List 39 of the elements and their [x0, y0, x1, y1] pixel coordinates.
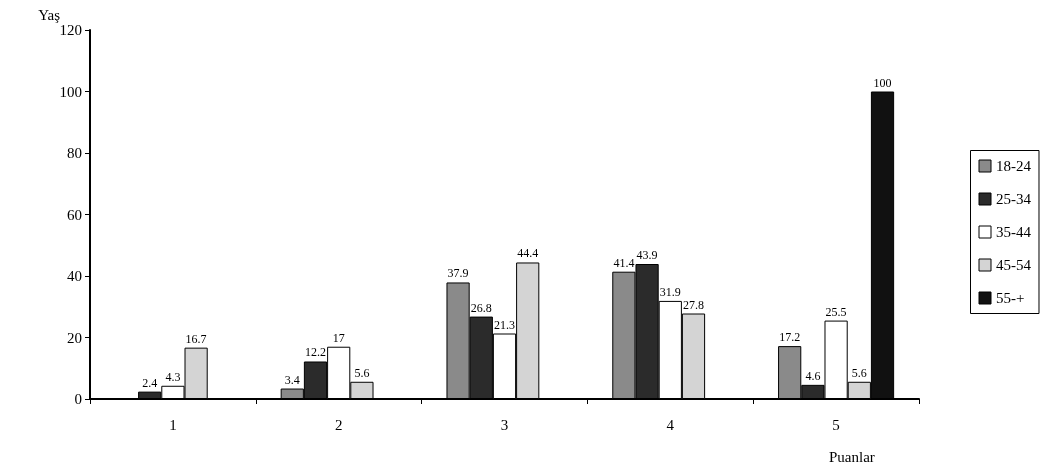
y-tick-label: 80 — [67, 145, 82, 161]
legend-label: 55-+ — [996, 290, 1025, 306]
data-label: 26.8 — [470, 300, 492, 315]
data-label: 31.9 — [659, 284, 681, 299]
data-label: 5.6 — [851, 365, 867, 380]
data-label: 25.5 — [825, 304, 847, 319]
data-label: 17 — [332, 330, 345, 345]
data-label: 3.4 — [284, 372, 300, 387]
x-tick-label: 1 — [169, 416, 177, 433]
legend-label: 18-24 — [996, 158, 1032, 174]
y-axis-title: Yaş — [38, 6, 61, 23]
data-label: 2.4 — [142, 375, 158, 390]
data-label: 41.4 — [613, 255, 635, 270]
data-label: 37.9 — [447, 266, 469, 281]
x-tick-label: 4 — [666, 416, 675, 433]
x-tick-label: 5 — [832, 416, 840, 433]
legend-label: 25-34 — [996, 191, 1032, 207]
y-tick-label: 20 — [67, 329, 82, 346]
data-label: 27.8 — [683, 297, 705, 312]
data-label: 17.2 — [779, 330, 801, 345]
data-label: 5.6 — [354, 365, 370, 380]
y-tick-label: 60 — [67, 206, 82, 223]
x-tick-label: 3 — [500, 416, 509, 433]
data-label: 12.2 — [304, 345, 326, 360]
data-label: 21.3 — [494, 317, 515, 332]
data-label: 43.9 — [636, 248, 658, 263]
x-tick-label: 2 — [334, 416, 343, 433]
legend-label: 45-54 — [996, 257, 1032, 273]
y-tick-label: 40 — [67, 268, 82, 284]
data-label: 44.4 — [517, 246, 539, 261]
data-label: 4.3 — [165, 369, 181, 384]
legend-label: 35-44 — [996, 224, 1032, 240]
y-tick-label: 0 — [74, 391, 82, 407]
data-label: 100 — [873, 75, 892, 90]
y-tick-label: 120 — [59, 22, 82, 38]
data-label: 4.6 — [805, 368, 821, 383]
data-label: 16.7 — [185, 331, 207, 346]
y-tick-label: 100 — [59, 83, 82, 100]
x-axis-title: Puanlar — [829, 448, 875, 464]
